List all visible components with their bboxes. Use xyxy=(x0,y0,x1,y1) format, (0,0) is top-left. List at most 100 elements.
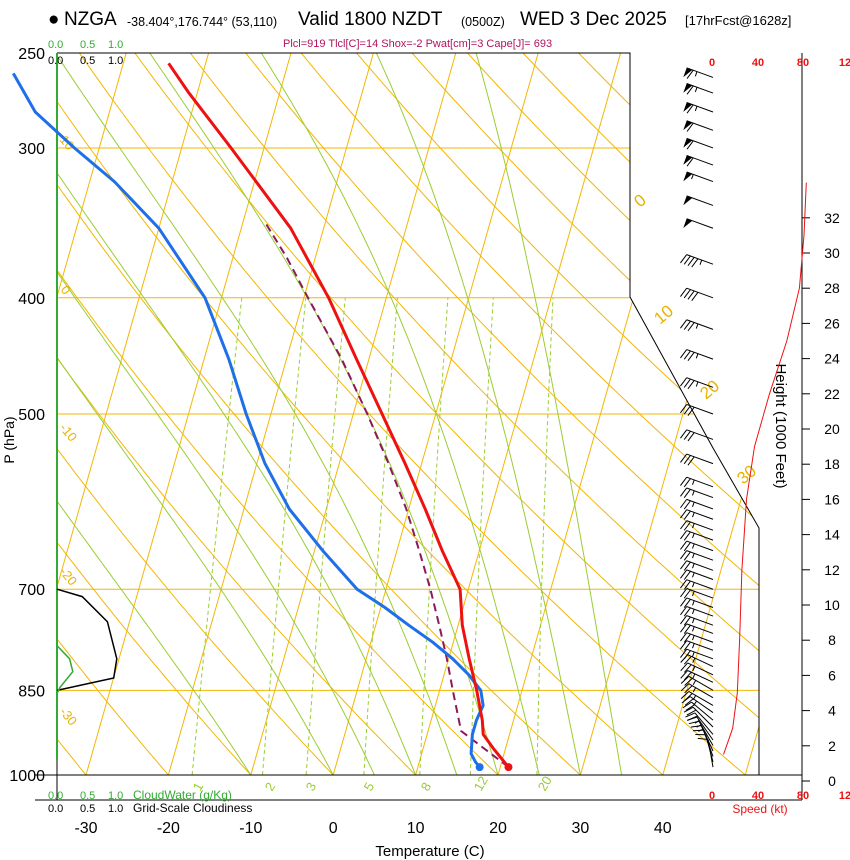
height-tick-label: 6 xyxy=(828,667,836,683)
dry-adiabat-line xyxy=(57,53,334,775)
wind-barb-full xyxy=(680,509,688,519)
wind-barb xyxy=(683,195,714,206)
wind-barb-half xyxy=(692,609,695,615)
cloud-scale-top-black: 0.5 xyxy=(80,55,95,67)
wind-barb xyxy=(680,254,714,268)
wind-barb-staff xyxy=(700,725,714,752)
mixing-ratio-label: 12 xyxy=(471,773,491,793)
speed-tick-top: 12 xyxy=(839,57,850,69)
wind-barb-flag xyxy=(683,102,693,112)
wind-barb-full xyxy=(680,540,688,550)
isotherm-line xyxy=(662,53,759,775)
speed-tick-bottom: 12 xyxy=(839,790,850,802)
height-tick-label: 30 xyxy=(824,245,840,261)
wind-barb-full xyxy=(687,432,695,442)
wind-barb-full xyxy=(683,671,692,681)
height-tick-label: 28 xyxy=(824,280,840,296)
isotherm-line xyxy=(57,53,210,775)
cloud-scale-top-black: 1.0 xyxy=(108,55,123,67)
pressure-tick-label: 300 xyxy=(18,141,45,158)
surface-temperature-dot xyxy=(504,763,513,772)
height-tick-label: 8 xyxy=(828,632,836,648)
wind-barb-full xyxy=(686,122,694,132)
plot-layer xyxy=(57,53,759,775)
wind-barb-half xyxy=(695,323,699,329)
mixing-ratio-label: 2 xyxy=(262,780,279,794)
wind-barb-staff xyxy=(686,579,714,590)
cloud-cover-line xyxy=(56,588,118,692)
wind-barb xyxy=(680,615,714,626)
cloud-scale-bottom-black: 0.5 xyxy=(80,803,95,815)
wind-barb-full xyxy=(683,650,691,660)
wind-barb-staff xyxy=(696,716,714,741)
wind-barb-full xyxy=(680,670,688,679)
dry-adiabat-line xyxy=(134,53,759,775)
wind-barb xyxy=(680,597,714,608)
wind-barb-staff xyxy=(686,476,714,488)
height-tick-label: 16 xyxy=(824,491,840,507)
parcel-line xyxy=(263,220,510,768)
wind-barb-half xyxy=(691,174,694,180)
wind-barb-half xyxy=(692,626,695,632)
wind-barb-flag xyxy=(683,195,693,206)
speed-label: Speed (kt) xyxy=(732,802,787,816)
dry-adiabat-line xyxy=(356,53,759,775)
valid-time: Valid 1800 NZDT xyxy=(298,9,443,30)
wind-barb-full xyxy=(691,258,699,268)
wind-barb-full xyxy=(687,351,695,361)
wind-barb xyxy=(680,569,714,580)
wind-barb-staff xyxy=(686,498,714,510)
wind-barb-full xyxy=(680,588,688,598)
dry-adiabat-line xyxy=(57,53,169,775)
isotherm-line xyxy=(167,53,374,775)
wind-barb xyxy=(680,579,714,590)
title-station: ● NZGA xyxy=(48,9,117,31)
wind-barb-half xyxy=(692,501,695,507)
wind-barb-flag xyxy=(683,218,693,229)
wind-barb-half xyxy=(698,728,704,732)
wind-barb-half xyxy=(695,381,699,387)
wind-barb-half xyxy=(694,71,698,77)
wind-barb-full xyxy=(680,597,688,607)
sounding-params: Plcl=919 Tlcl[C]=14 Shox=-2 Pwat[cm]=3 C… xyxy=(283,38,553,50)
wind-barb-staff xyxy=(687,662,714,676)
wind-barb-staff xyxy=(688,691,714,706)
wind-barb-full xyxy=(680,349,688,359)
wind-barb xyxy=(680,588,714,599)
isotherm-label: 30 xyxy=(733,461,760,488)
station-dot: ● xyxy=(48,9,60,30)
wind-barb-half xyxy=(692,666,696,672)
wind-barb-staff xyxy=(686,540,714,552)
mixing-ratio-line xyxy=(469,297,494,775)
cloud-scale-top-green: 0.5 xyxy=(80,39,95,51)
wind-barb-full xyxy=(683,706,694,713)
dry-adiabat-line xyxy=(245,53,759,775)
cloud-scale-top-black: 0.0 xyxy=(48,55,63,67)
wind-barb xyxy=(680,476,714,488)
wind-barb-half xyxy=(692,643,695,649)
wind-barb-staff xyxy=(686,154,714,166)
wind-barb-full xyxy=(687,290,695,300)
temperature-tick-label: -10 xyxy=(239,820,262,837)
wind-barb-flag xyxy=(683,138,693,148)
wind-barb-half xyxy=(694,87,698,93)
isotherm-label: 20 xyxy=(696,376,723,403)
moist-adiabat-line xyxy=(57,53,334,775)
cloud-scale-top-green: 1.0 xyxy=(108,39,123,51)
moist-adiabat-line xyxy=(57,53,458,775)
wind-barb-staff xyxy=(686,530,714,541)
wind-barb-staff xyxy=(686,349,714,360)
wind-barb-staff xyxy=(686,487,714,499)
wind-barb-staff xyxy=(686,588,714,599)
height-tick-label: 14 xyxy=(824,527,840,543)
cloud-water-line xyxy=(56,645,74,694)
wind-barb xyxy=(680,670,714,683)
wind-barb xyxy=(683,706,714,728)
wind-barb xyxy=(680,623,714,634)
cloudiness-label: Grid-Scale Cloudiness xyxy=(133,801,252,815)
wind-barb xyxy=(680,487,714,499)
wind-barb-staff xyxy=(686,640,714,651)
cloud-scale-bottom-green: 0.0 xyxy=(48,790,63,802)
wind-barb-full xyxy=(684,685,693,694)
wind-barb xyxy=(683,171,714,183)
